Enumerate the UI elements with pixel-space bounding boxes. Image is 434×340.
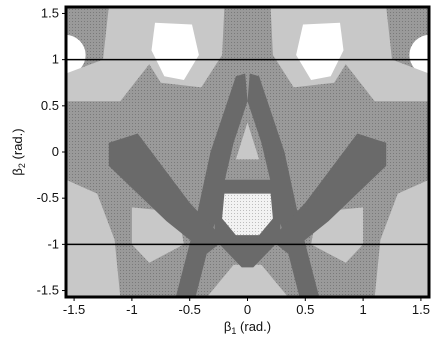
left-circle-top bbox=[66, 34, 86, 76]
reference-lines bbox=[66, 58, 429, 246]
right-circle-top bbox=[409, 34, 429, 76]
white-lobe-upper-left bbox=[151, 22, 199, 80]
y-tick-label: 1.5 bbox=[41, 5, 59, 20]
y-tick-label: 0 bbox=[52, 144, 59, 159]
y-axis-label: β2 (rad.) bbox=[10, 128, 27, 175]
x-tick-label: -1 bbox=[126, 302, 138, 317]
y-tick-label: -1 bbox=[47, 236, 59, 251]
light-band-upper-right bbox=[345, 7, 429, 102]
x-tick-label: 0.5 bbox=[296, 302, 314, 317]
x-tick-label: -0.5 bbox=[178, 302, 200, 317]
light-band-lower-left bbox=[66, 179, 121, 297]
mesh-cup-center bbox=[222, 193, 273, 236]
x-axis-label: β1 (rad.) bbox=[224, 319, 271, 336]
y-tick-label: -0.5 bbox=[37, 190, 59, 205]
x-tick-label: 0 bbox=[244, 302, 251, 317]
x-tick-label: 1 bbox=[359, 302, 366, 317]
x-tick-label: -1.5 bbox=[63, 302, 85, 317]
plot-area bbox=[66, 7, 429, 297]
y-tick-label: 1 bbox=[52, 52, 59, 67]
x-tick-label: 1.5 bbox=[412, 302, 430, 317]
light-band-upper-left bbox=[66, 7, 150, 102]
y-tick-label: -1.5 bbox=[37, 283, 59, 298]
axis-ticks: -1.5 -1 -0.5 0 0.5 1 1.5 1.5 1 0.5 0 -0.5 -1 -1.5 bbox=[37, 5, 430, 317]
y-tick-label: 0.5 bbox=[41, 98, 59, 113]
light-bottom-center bbox=[207, 264, 288, 297]
dark-wing-right bbox=[270, 133, 387, 254]
dark-wing-left bbox=[108, 133, 225, 254]
white-lobe-upper-right bbox=[296, 22, 344, 80]
light-triangle-center bbox=[235, 122, 260, 160]
light-band-lower-right bbox=[374, 179, 429, 297]
